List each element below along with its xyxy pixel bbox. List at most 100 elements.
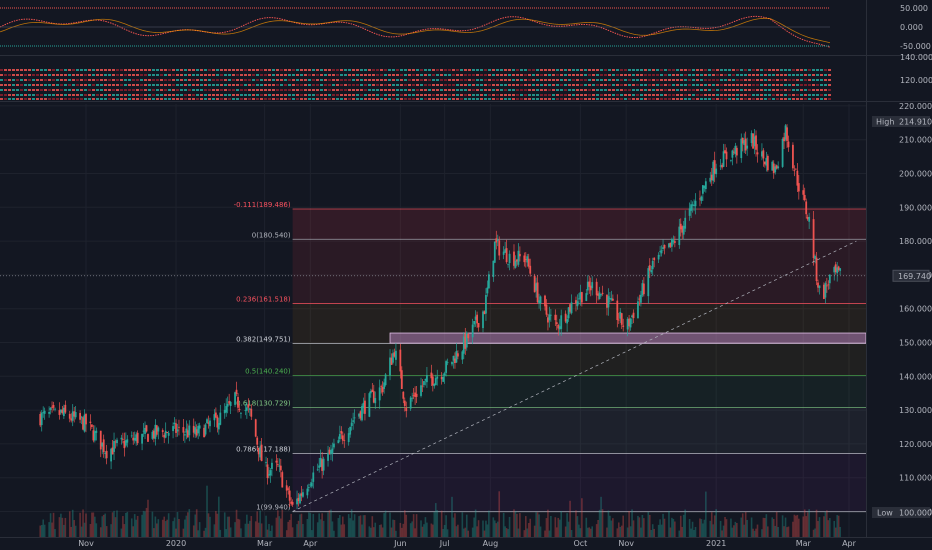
volume-bar	[209, 516, 211, 537]
candle-body	[735, 147, 738, 156]
indicator-dot	[64, 98, 67, 100]
candle-body	[333, 443, 335, 448]
indicator-dot	[764, 98, 767, 100]
indicator-dot	[284, 84, 287, 86]
indicator-dot	[612, 84, 615, 86]
volume-bar	[370, 527, 372, 537]
indicator-dot	[744, 98, 747, 100]
indicator-dot	[800, 79, 803, 81]
indicator-dot	[516, 79, 519, 81]
candle-body	[763, 161, 766, 165]
indicator-dot	[92, 89, 95, 91]
indicator-dot	[432, 94, 435, 96]
candle-body	[259, 447, 262, 458]
indicator-dot	[444, 94, 447, 96]
volume-bar	[762, 517, 765, 537]
volume-bar	[83, 522, 86, 537]
volume-bar	[151, 511, 154, 537]
candle-body	[395, 350, 397, 360]
volume-bar	[197, 530, 199, 537]
indicator-dot	[168, 84, 171, 86]
indicator-dot	[340, 74, 343, 76]
candle-body	[591, 282, 594, 289]
indicator-dot	[800, 84, 803, 86]
indicator-dot	[296, 89, 299, 91]
indicator-dot	[292, 98, 295, 100]
indicator-dot	[104, 69, 107, 71]
candle-body	[113, 441, 115, 452]
indicator-dot	[0, 69, 3, 71]
indicator-dot	[36, 79, 39, 81]
indicator-dot	[236, 98, 239, 100]
price-tick-label: 140.000	[899, 372, 932, 381]
indicator-dot	[280, 69, 283, 71]
fib-zone	[292, 407, 866, 454]
volume-bar	[389, 512, 391, 537]
volume-bar	[823, 516, 825, 537]
indicator-dot	[164, 94, 167, 96]
volume-bar	[358, 516, 360, 537]
time-axis[interactable]: Nov 2020 Mar Apr Jun Jul Aug Oct Nov 2021 Mar Apr	[78, 539, 856, 548]
volume-bar	[378, 525, 381, 537]
volume-bar	[216, 513, 219, 537]
indicator-dot	[344, 74, 347, 76]
volume-bar	[724, 516, 726, 537]
indicator-dot	[544, 79, 547, 81]
indicator-dot	[828, 74, 831, 76]
volume-bar	[331, 521, 334, 537]
volume-bar	[319, 519, 322, 537]
indicator-dot	[120, 94, 123, 96]
volume-bar	[39, 525, 42, 537]
indicator-dot	[8, 84, 11, 86]
volume-bar	[600, 496, 602, 537]
volume-bar	[576, 516, 579, 537]
indicator-dot	[732, 94, 735, 96]
indicator-dot	[168, 94, 171, 96]
indicator-dot	[324, 98, 327, 100]
indicator-dot	[448, 74, 451, 76]
candle-body	[461, 351, 464, 360]
volume-bar	[669, 527, 672, 537]
indicator-dot	[808, 94, 811, 96]
volume-bar	[781, 515, 784, 537]
indicator-dot	[132, 94, 135, 96]
indicator-dot	[100, 89, 103, 91]
indicator-dot	[588, 89, 591, 91]
indicator-dot	[328, 84, 331, 86]
candle-body	[371, 389, 374, 392]
indicator-strips	[0, 69, 831, 100]
volume-bar	[463, 528, 465, 537]
indicator-dot	[364, 98, 367, 100]
indicator-dot	[616, 79, 619, 81]
indicator-dot	[288, 84, 291, 86]
trend-line[interactable]	[292, 240, 857, 512]
volume-bar	[60, 513, 62, 537]
indicator-dot	[528, 98, 531, 100]
volume-bar	[104, 513, 106, 537]
indicator-dot	[580, 98, 583, 100]
candle-body	[372, 391, 375, 403]
indicator-dot	[372, 74, 375, 76]
volume-bar	[265, 515, 267, 537]
fibonacci-retracement[interactable]: -0.111(189.486)0(180.540)0.236(161.518)0…	[234, 201, 867, 513]
candle-body	[235, 389, 238, 394]
indicator-dot	[596, 94, 599, 96]
indicator-dot	[464, 79, 467, 81]
indicator-pane	[0, 69, 831, 100]
indicator-dot	[368, 74, 371, 76]
indicator-dot	[268, 89, 271, 91]
indicator-dot	[632, 79, 635, 81]
indicator-dot	[224, 98, 227, 100]
indicator-dot	[772, 84, 775, 86]
candle-body	[369, 391, 372, 394]
low-badge-label: Low	[877, 509, 893, 518]
indicator-dot	[536, 74, 539, 76]
indicator-dot	[100, 84, 103, 86]
indicator-dot	[244, 79, 247, 81]
candle-body	[523, 255, 526, 263]
volume-bar	[474, 509, 477, 537]
candle-body	[805, 201, 808, 215]
indicator-dot	[556, 98, 559, 100]
indicator-dot	[616, 98, 619, 100]
